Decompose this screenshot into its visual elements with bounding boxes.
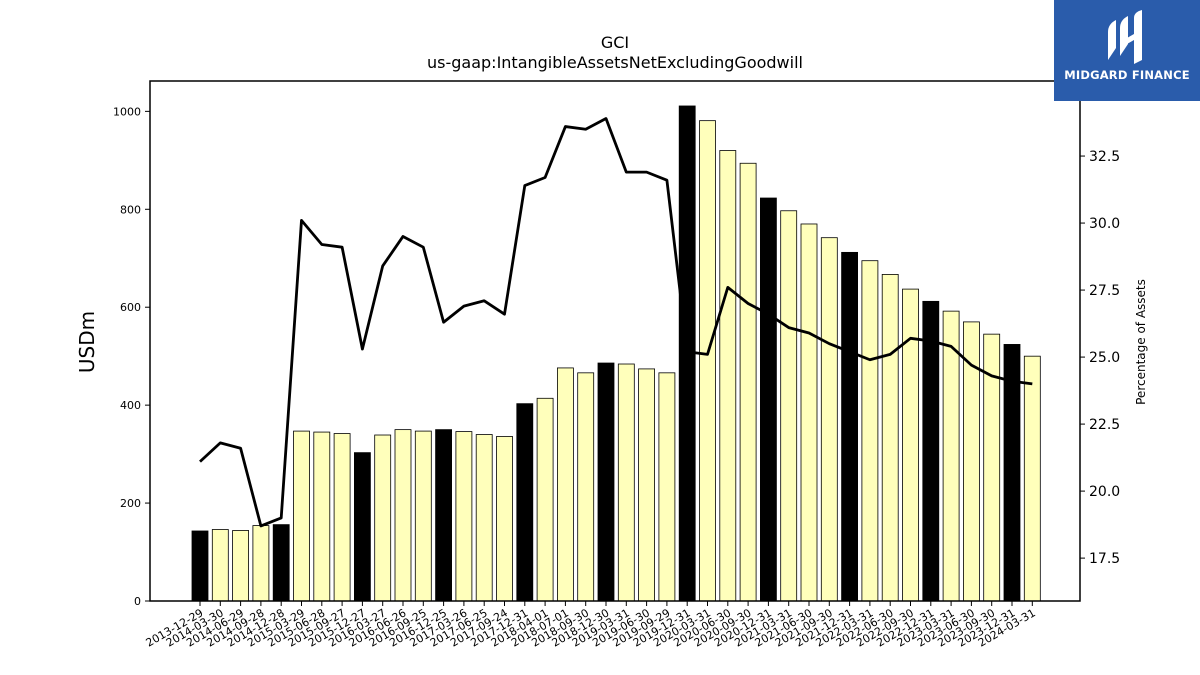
bar-2014-09-28 xyxy=(252,525,270,602)
y2-tick-label: 27.5 xyxy=(1089,283,1120,299)
bar-2018-12-30 xyxy=(597,362,615,602)
bar-2021-03-31 xyxy=(780,210,798,602)
chart-title: GCI xyxy=(601,33,629,52)
bar-2017-06-25 xyxy=(475,434,493,602)
bar-2014-06-29 xyxy=(232,530,250,602)
y-tick-label: 800 xyxy=(120,203,141,216)
bar-2015-12-27 xyxy=(353,452,371,602)
bar-2017-09-24 xyxy=(496,436,513,602)
bar-2022-03-31 xyxy=(861,260,879,602)
bar-2018-07-01 xyxy=(557,367,574,602)
y2-tick-label: 32.5 xyxy=(1089,149,1120,165)
bar-2015-09-27 xyxy=(333,433,351,602)
percentage-line xyxy=(199,117,1033,528)
bar-2019-06-30 xyxy=(638,368,655,602)
bar-2015-03-29 xyxy=(293,430,310,602)
bar-2024-03-31 xyxy=(1023,355,1041,602)
y2-axis-label: Percentage of Assets xyxy=(1134,279,1148,405)
bar-2022-06-30 xyxy=(881,274,899,602)
y-tick-label: 1000 xyxy=(113,105,141,118)
y2-tick-label: 17.5 xyxy=(1089,551,1120,567)
bar-2017-12-31 xyxy=(516,403,534,602)
bar-2021-06-30 xyxy=(800,223,818,602)
bar-2020-03-31 xyxy=(699,120,716,602)
bar-2021-12-31 xyxy=(841,251,858,602)
y-tick-label: 400 xyxy=(120,399,141,412)
bar-2019-03-31 xyxy=(617,363,635,602)
bar-2016-03-27 xyxy=(374,434,392,602)
bar-2015-06-28 xyxy=(313,431,331,602)
bar-2018-04-01 xyxy=(536,397,554,602)
y2-tick-label: 25.0 xyxy=(1089,350,1120,366)
midgard-finance-logo: MIDGARD FINANCE xyxy=(1054,0,1200,101)
y-tick-label: 600 xyxy=(120,301,141,314)
y-tick-label: 200 xyxy=(120,497,141,510)
axes: 0 200 400 600 800 1000 17.5 20.0 22.5 25.0 27.5 30.… xyxy=(113,80,1120,650)
bar-2016-09-25 xyxy=(414,430,432,602)
bar-2016-06-26 xyxy=(394,429,412,602)
bar-2020-12-31 xyxy=(760,197,777,602)
bar-2020-09-30 xyxy=(739,162,757,602)
bar-2021-09-30 xyxy=(820,237,838,602)
bar-2014-03-30 xyxy=(211,529,229,602)
y-axis-label: USDm xyxy=(75,311,99,373)
y-tick-label: 0 xyxy=(134,595,141,608)
logo-text: MIDGARD FINANCE xyxy=(1064,68,1190,82)
y2-tick-label: 30.0 xyxy=(1089,216,1120,232)
bar-2014-12-28 xyxy=(272,524,290,602)
line-group xyxy=(199,117,1033,528)
plot-frame xyxy=(149,80,1081,602)
bar-group xyxy=(191,105,1041,602)
bar-2022-09-30 xyxy=(902,288,919,602)
bar-2016-12-25 xyxy=(435,429,453,602)
bar-2017-03-26 xyxy=(455,431,473,602)
bar-2022-12-31 xyxy=(922,300,940,602)
bar-2020-06-30 xyxy=(719,150,737,602)
bar-2018-09-30 xyxy=(577,372,595,602)
logo-mark-icon xyxy=(1108,10,1142,64)
y2-tick-label: 20.0 xyxy=(1089,484,1120,500)
chart-subtitle: us-gaap:IntangibleAssetsNetExcludingGood… xyxy=(427,53,803,72)
bar-2019-09-29 xyxy=(658,372,676,602)
y2-tick-label: 22.5 xyxy=(1089,417,1120,433)
bar-2023-03-31 xyxy=(942,310,960,602)
bar-2013-12-29 xyxy=(191,530,209,602)
